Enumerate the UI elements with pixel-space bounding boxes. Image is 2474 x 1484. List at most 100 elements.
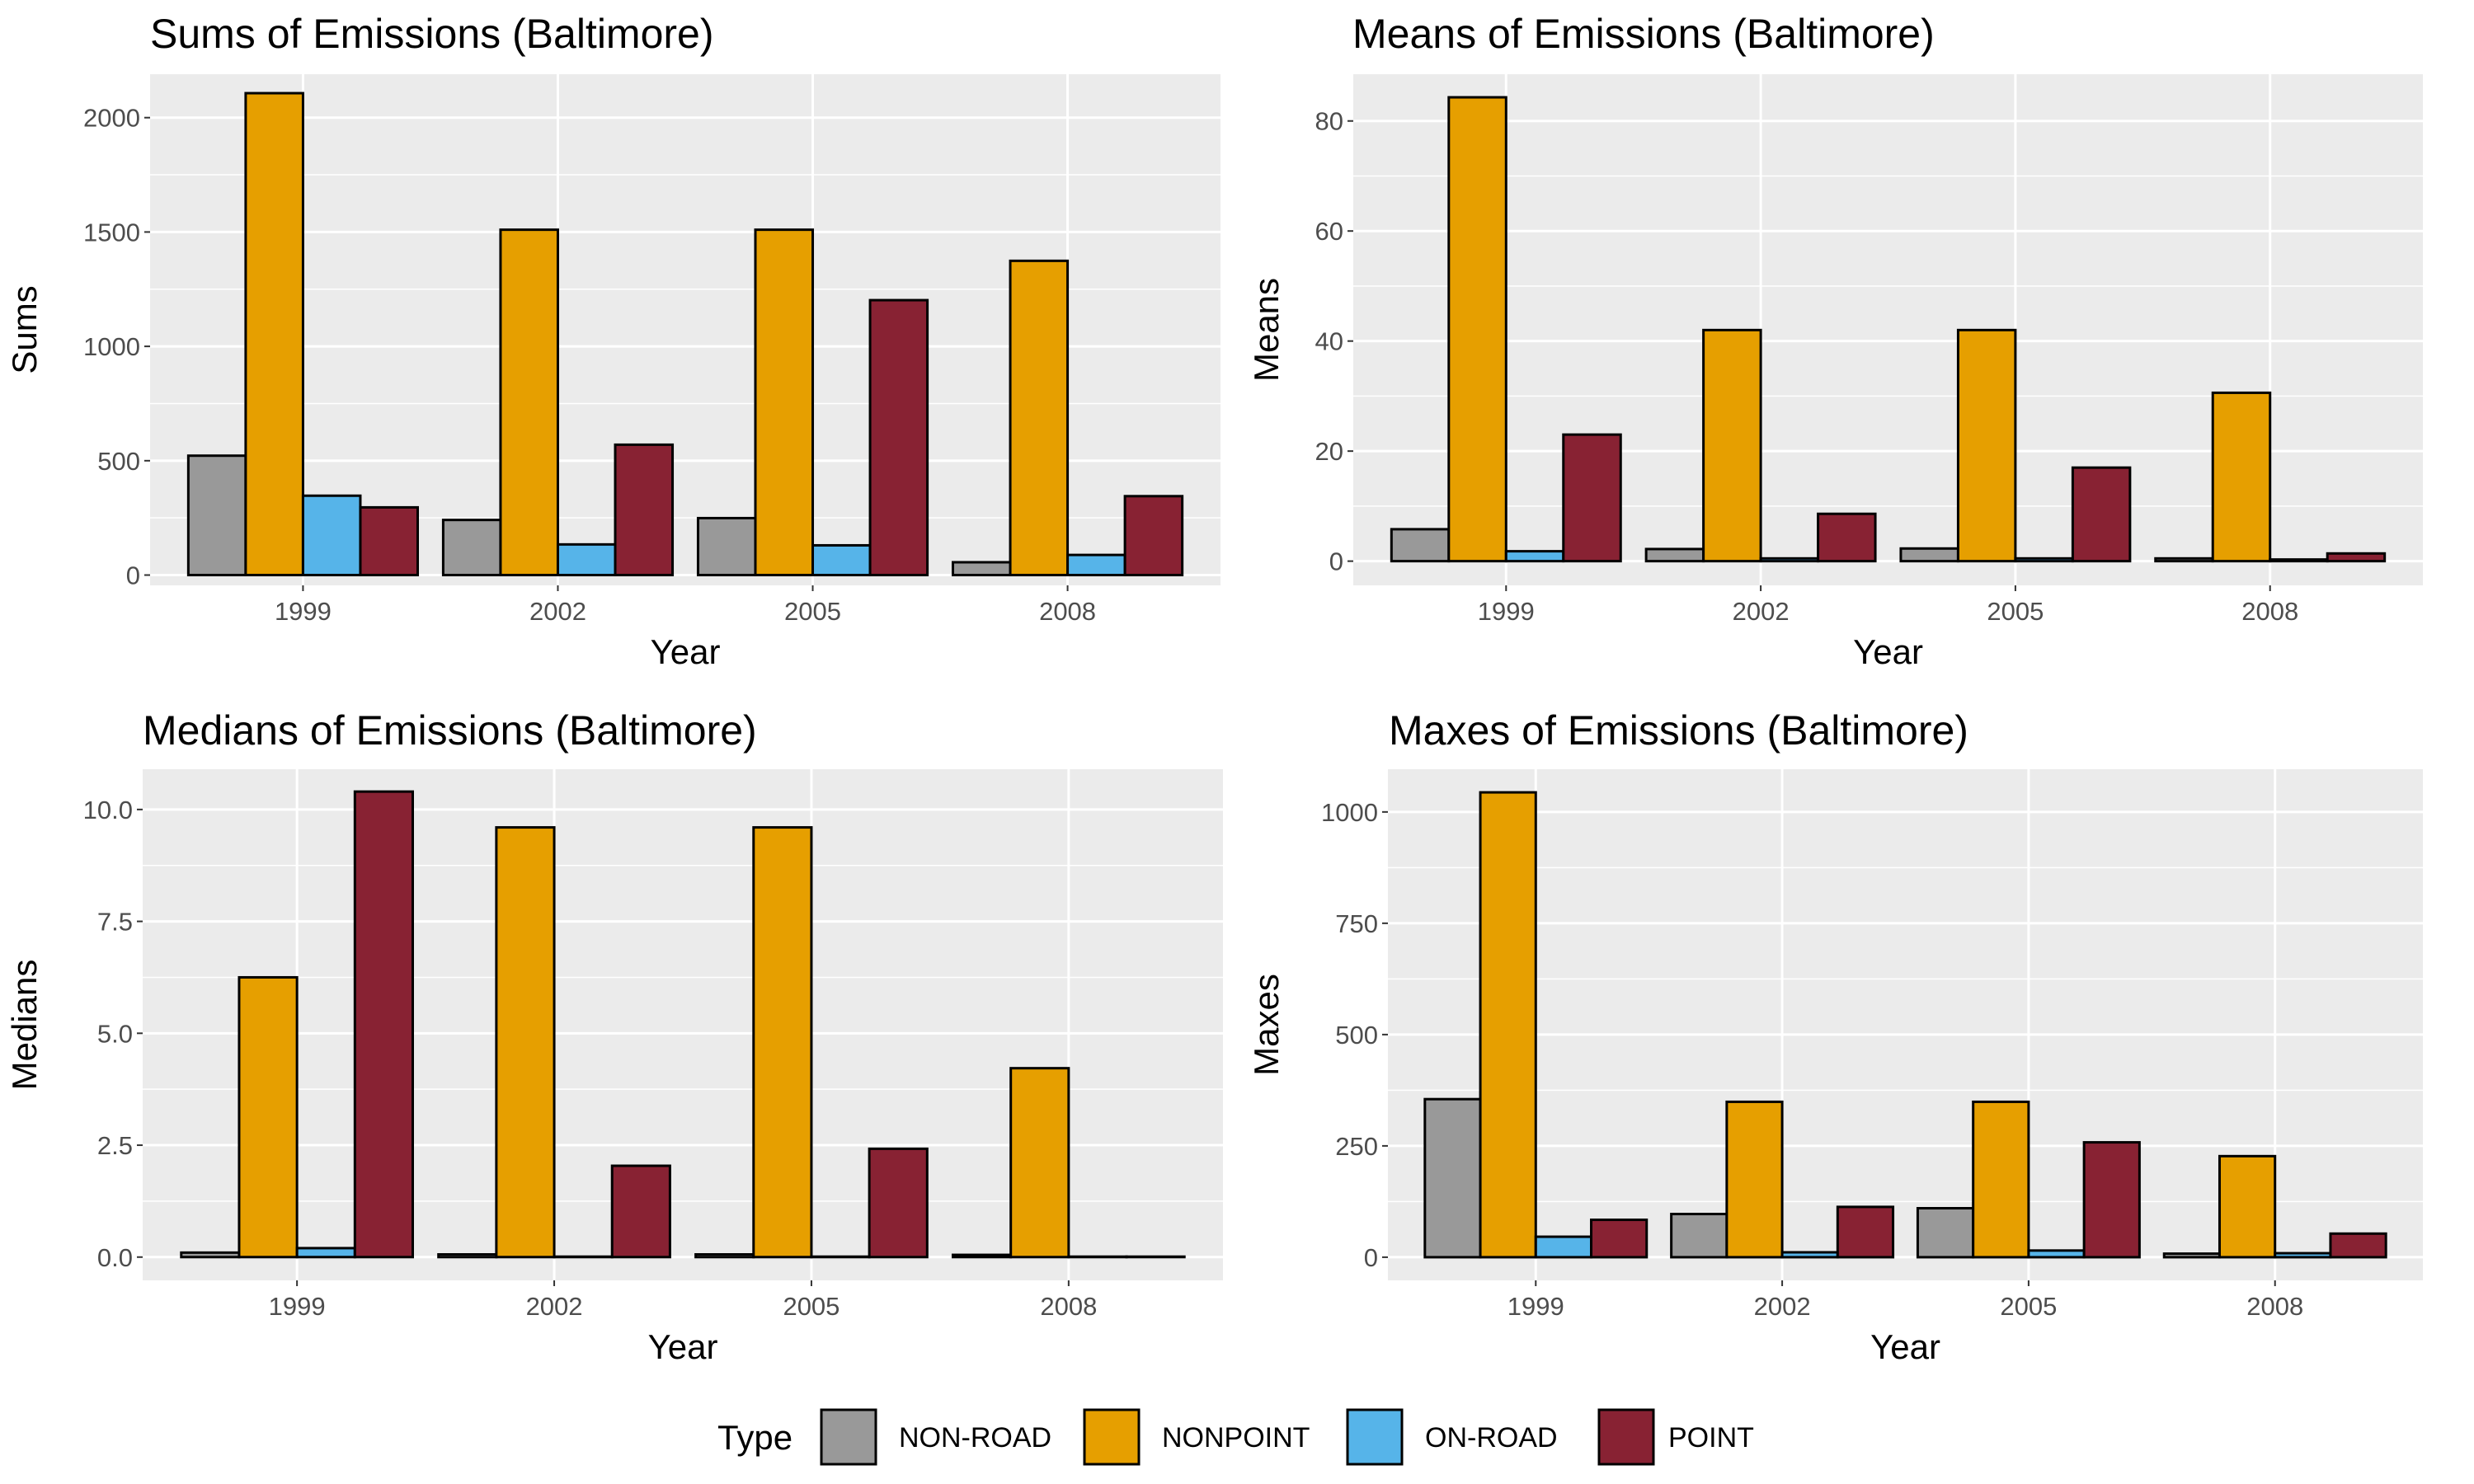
panel-title-sums: Sums of Emissions (Baltimore) <box>150 11 714 57</box>
bar-sums-nonpoint-2008 <box>1009 259 1070 577</box>
legend-swatch-on-road <box>1346 1408 1404 1466</box>
panel-means: 0 20 40 60 80 1999 2002 2005 2008 Year Means <box>1247 74 2423 671</box>
bar-medians-on-road-1999 <box>295 1247 356 1259</box>
bar-maxes-nonpoint-2005 <box>1972 1100 2030 1259</box>
bar-sums-on-road-1999 <box>301 494 362 577</box>
bar-means-on-road-2008 <box>2269 558 2329 563</box>
bar-maxes-non-road-2002 <box>1670 1213 1729 1259</box>
panel-title-maxes: Maxes of Emissions (Baltimore) <box>1389 707 1968 754</box>
y-tick-label-medians: 2.5 <box>97 1131 133 1160</box>
bar-medians-point-1999 <box>353 790 415 1259</box>
bar-maxes-point-1999 <box>1590 1219 1649 1259</box>
bar-maxes-on-road-2005 <box>2027 1249 2086 1259</box>
x-tick-label-maxes: 2002 <box>1754 1292 1811 1321</box>
legend-label-non-road: NON-ROAD <box>899 1422 1051 1453</box>
bar-medians-nonpoint-2008 <box>1009 1067 1070 1259</box>
bar-means-non-road-2008 <box>2154 556 2214 563</box>
y-axis-title-sums: Sums <box>5 285 44 373</box>
bar-maxes-non-road-2008 <box>2162 1252 2221 1259</box>
bar-sums-non-road-2008 <box>952 561 1012 577</box>
x-tick-label-maxes: 2005 <box>2000 1292 2057 1321</box>
bar-means-point-2005 <box>2071 466 2132 563</box>
y-axis-title-maxes: Maxes <box>1247 974 1286 1076</box>
x-tick-label-medians: 2008 <box>1040 1292 1097 1321</box>
bar-means-nonpoint-2002 <box>1702 328 1762 563</box>
bar-sums-point-1999 <box>359 505 420 577</box>
legend: Type NON-ROAD NONPOINT ON-ROAD POINT <box>717 1408 1754 1466</box>
y-tick-label-maxes: 1000 <box>1321 798 1378 827</box>
bar-sums-on-road-2002 <box>556 542 617 577</box>
panel-title-means: Means of Emissions (Baltimore) <box>1352 11 1935 57</box>
bar-maxes-nonpoint-2008 <box>2218 1154 2277 1259</box>
panel-sums: 0 500 1000 1500 2000 1999 2002 2005 2008 Year Sums <box>5 74 1221 671</box>
panel-title-medians: Medians of Emissions (Baltimore) <box>143 707 757 754</box>
bar-sums-on-road-2005 <box>811 543 872 577</box>
legend-label-nonpoint: NONPOINT <box>1162 1422 1310 1453</box>
x-tick-label-medians: 2002 <box>526 1292 583 1321</box>
y-tick-label-means: 0 <box>1329 547 1343 576</box>
x-axis-title-means: Year <box>1853 632 1923 671</box>
bar-medians-non-road-1999 <box>180 1251 241 1259</box>
x-tick-label-means: 2008 <box>2241 597 2298 626</box>
bar-medians-nonpoint-1999 <box>238 975 299 1259</box>
bar-medians-on-road-2002 <box>553 1255 614 1259</box>
legend-label-point: POINT <box>1668 1422 1754 1453</box>
bar-maxes-nonpoint-2002 <box>1725 1100 1784 1259</box>
bar-medians-on-road-2005 <box>810 1255 871 1259</box>
bar-sums-non-road-2005 <box>696 516 757 577</box>
y-tick-label-medians: 5.0 <box>97 1019 133 1048</box>
legend-swatch-point <box>1597 1408 1655 1466</box>
y-tick-label-medians: 0.0 <box>97 1243 133 1272</box>
bar-sums-nonpoint-2002 <box>499 228 559 577</box>
x-axis-title-medians: Year <box>648 1327 718 1366</box>
x-axis-title-sums: Year <box>651 632 721 671</box>
bar-means-on-road-2005 <box>2014 556 2074 563</box>
bar-medians-non-road-2008 <box>952 1253 1013 1259</box>
bar-medians-non-road-2005 <box>694 1253 755 1259</box>
bar-means-non-road-2005 <box>1899 547 1959 563</box>
bar-means-point-2002 <box>1817 512 1877 563</box>
bar-means-nonpoint-2008 <box>2211 391 2272 563</box>
bar-means-on-road-1999 <box>1504 550 1565 563</box>
bar-medians-point-2005 <box>868 1147 929 1259</box>
bar-maxes-point-2002 <box>1836 1205 1895 1259</box>
bar-sums-nonpoint-1999 <box>244 92 304 577</box>
y-tick-label-maxes: 500 <box>1335 1021 1378 1050</box>
panel-medians: 0.0 2.5 5.0 7.5 10.0 1999 2002 2005 2008 Year Medi… <box>5 769 1223 1366</box>
legend-title: Type <box>717 1418 793 1457</box>
x-tick-label-maxes: 2008 <box>2246 1292 2303 1321</box>
x-tick-label-means: 1999 <box>1478 597 1535 626</box>
bar-maxes-nonpoint-1999 <box>1479 791 1537 1259</box>
y-tick-label-maxes: 750 <box>1335 909 1378 938</box>
bar-medians-point-2008 <box>1125 1255 1186 1259</box>
bar-medians-non-road-2002 <box>437 1253 498 1259</box>
bar-maxes-point-2005 <box>2082 1141 2141 1259</box>
x-tick-label-means: 2005 <box>1987 597 2044 626</box>
y-tick-label-medians: 10.0 <box>83 796 133 824</box>
x-tick-label-sums: 2002 <box>529 597 586 626</box>
bar-maxes-non-road-2005 <box>1916 1207 1975 1259</box>
x-tick-label-means: 2002 <box>1733 597 1790 626</box>
panel-maxes: 0 250 500 750 1000 1999 2002 2005 2008 Year Maxes <box>1247 769 2423 1366</box>
y-tick-label-sums: 500 <box>97 447 140 476</box>
y-tick-label-medians: 7.5 <box>97 908 133 937</box>
y-axis-title-medians: Medians <box>5 960 44 1091</box>
y-tick-label-maxes: 0 <box>1364 1243 1378 1272</box>
y-tick-label-sums: 1500 <box>83 218 140 247</box>
x-tick-label-medians: 2005 <box>783 1292 840 1321</box>
bar-sums-non-road-1999 <box>186 454 247 577</box>
bar-sums-point-2005 <box>868 298 929 577</box>
x-tick-label-maxes: 1999 <box>1507 1292 1564 1321</box>
bar-means-point-1999 <box>1562 433 1622 563</box>
bar-maxes-non-road-1999 <box>1423 1097 1482 1259</box>
bar-means-nonpoint-1999 <box>1447 96 1507 563</box>
bar-maxes-point-2008 <box>2329 1232 2387 1259</box>
bar-medians-nonpoint-2002 <box>495 826 556 1259</box>
bar-medians-point-2002 <box>610 1164 671 1259</box>
x-tick-label-sums: 2005 <box>784 597 841 626</box>
y-tick-label-sums: 0 <box>126 561 140 590</box>
y-tick-label-maxes: 250 <box>1335 1132 1378 1161</box>
bar-means-point-2008 <box>2326 552 2387 563</box>
